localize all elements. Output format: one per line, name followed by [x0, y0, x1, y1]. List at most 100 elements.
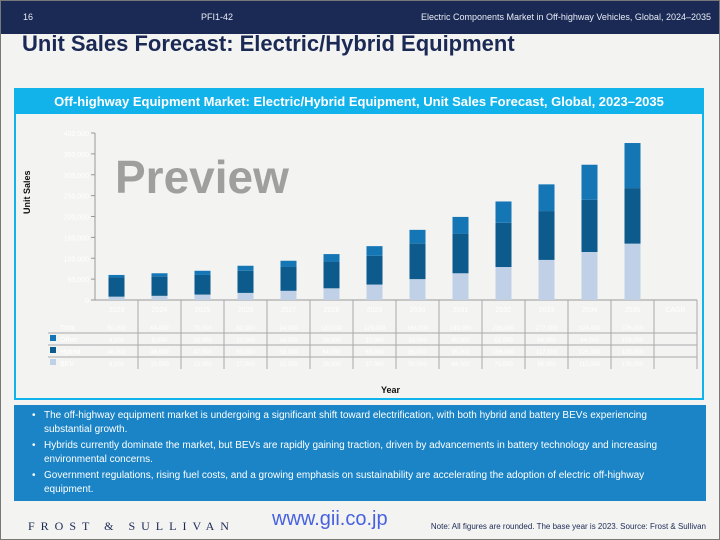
table-cell: 12,000: [236, 338, 255, 344]
x-tick-label: 2035: [625, 307, 641, 314]
bullet-item: The off-highway equipment market is unde…: [32, 409, 696, 437]
bar-hybrid-2026: [237, 270, 254, 293]
table-cell: 53,000: [236, 350, 255, 356]
table-cell-total: 236,000: [493, 326, 515, 332]
bar-other-2025: [194, 270, 211, 275]
legend-swatch-bev: [50, 359, 56, 365]
table-cell: 37,000: [365, 362, 384, 368]
bar-bev-2024: [151, 295, 168, 300]
x-tick-label: 2031: [453, 307, 469, 314]
bullet-item: Government regulations, rising fuel cost…: [32, 469, 696, 497]
bar-bev-2031: [452, 273, 469, 300]
table-cell: 51,000: [494, 338, 513, 344]
x-tick-label: 2033: [539, 307, 555, 314]
bar-hybrid-2025: [194, 274, 211, 295]
table-cell-total: 82,000: [236, 326, 255, 332]
table-cell: 10,000: [150, 362, 169, 368]
table-cell: 117,000: [536, 350, 558, 356]
x-tick-label: CAGR: [665, 307, 685, 314]
bar-bev-2025: [194, 294, 211, 300]
table-cell-total: 64,000: [150, 326, 169, 332]
bar-other-2031: [452, 216, 469, 234]
table-cell: 85,000: [408, 350, 427, 356]
x-tick-label: 2032: [496, 307, 512, 314]
table-cell: 95,000: [451, 350, 470, 356]
doc-code: PFI1-42: [201, 12, 234, 22]
bar-hybrid-2030: [409, 243, 426, 280]
x-tick-label: 2027: [281, 307, 297, 314]
bar-bev-2032: [495, 267, 512, 300]
bar-bev-2027: [280, 290, 297, 300]
bar-other-2033: [538, 184, 555, 212]
bar-other-2030: [409, 229, 426, 244]
table-cell-total: 70,000: [193, 326, 212, 332]
x-axis-label: Year: [381, 385, 401, 395]
bar-bev-2033: [538, 259, 555, 300]
table-cell: 18,000: [322, 338, 341, 344]
table-cell: 33,000: [408, 338, 427, 344]
bar-hybrid-2024: [151, 276, 168, 296]
table-cell: 69,000: [365, 350, 384, 356]
header-bar: 16 PFI1-42 Electric Components Market in…: [1, 1, 719, 34]
x-tick-label: 2023: [109, 307, 125, 314]
table-cell-total: 110,000: [321, 326, 343, 332]
y-tick-label: 150,000: [64, 235, 89, 242]
table-cell: 10,000: [193, 338, 212, 344]
table-cell-total: 277,000: [536, 326, 558, 332]
table-cell: 79,000: [494, 362, 513, 368]
bar-other-2032: [495, 201, 512, 223]
table-cell: 96,000: [537, 362, 556, 368]
source-note: Note: All figures are rounded. The base …: [430, 522, 706, 531]
table-cell: 115,000: [579, 362, 601, 368]
x-tick-label: 2030: [410, 307, 426, 314]
table-cell: 13,000: [193, 362, 212, 368]
bar-bev-2028: [323, 288, 340, 300]
table-cell: 106,000: [493, 350, 515, 356]
y-axis-label: Unit Sales: [22, 170, 32, 214]
table-row-label: Hybrid: [60, 349, 80, 356]
y-tick-label: 50,000: [68, 277, 90, 284]
table-cell: 23,000: [365, 338, 384, 344]
bar-other-2024: [151, 273, 168, 277]
bar-hybrid-2033: [538, 211, 555, 260]
bar-bev-2030: [409, 279, 426, 300]
frost-sullivan-logo: FROST & SULLIVAN: [28, 519, 235, 533]
table-cell: 125,000: [579, 350, 601, 356]
y-tick-label: 250,000: [64, 194, 89, 201]
page-title: Unit Sales Forecast: Electric/Hybrid Equ…: [22, 31, 515, 56]
table-cell-total: 199,000: [450, 326, 472, 332]
bar-bev-2034: [581, 251, 598, 300]
x-tick-label: 2025: [195, 307, 211, 314]
chart-title: Off-highway Equipment Market: Electric/H…: [16, 90, 702, 114]
y-tick-label: 100,000: [64, 256, 89, 263]
table-cell: 46,000: [150, 350, 169, 356]
bar-hybrid-2023: [108, 277, 125, 297]
table-row-label: Other: [60, 337, 78, 344]
bar-hybrid-2029: [366, 255, 383, 285]
table-cell-total: 94,000: [279, 326, 298, 332]
bar-other-2029: [366, 246, 383, 256]
table-cell: 135,000: [622, 362, 644, 368]
x-tick-label: 2026: [238, 307, 254, 314]
bar-other-2026: [237, 265, 254, 271]
x-tick-label: 2024: [152, 307, 168, 314]
bar-bev-2035: [624, 243, 641, 300]
bar-hybrid-2035: [624, 188, 641, 244]
y-tick-label: 200,000: [64, 215, 89, 222]
bar-other-2027: [280, 260, 297, 267]
table-cell: 40,000: [451, 338, 470, 344]
page-number: 16: [23, 12, 34, 22]
chart-panel: Off-highway Equipment Market: Electric/H…: [14, 88, 704, 400]
bar-other-2034: [581, 164, 598, 200]
legend-swatch-other: [50, 335, 56, 341]
bar-hybrid-2027: [280, 266, 297, 291]
bar-other-2035: [624, 143, 641, 189]
table-cell: 64,000: [451, 362, 470, 368]
table-cell: 17,000: [236, 362, 255, 368]
bar-hybrid-2032: [495, 222, 512, 268]
table-cell: 46,000: [107, 350, 126, 356]
bar-hybrid-2034: [581, 199, 598, 252]
x-tick-label: 2034: [582, 307, 598, 314]
table-row-label: Total: [60, 325, 75, 332]
